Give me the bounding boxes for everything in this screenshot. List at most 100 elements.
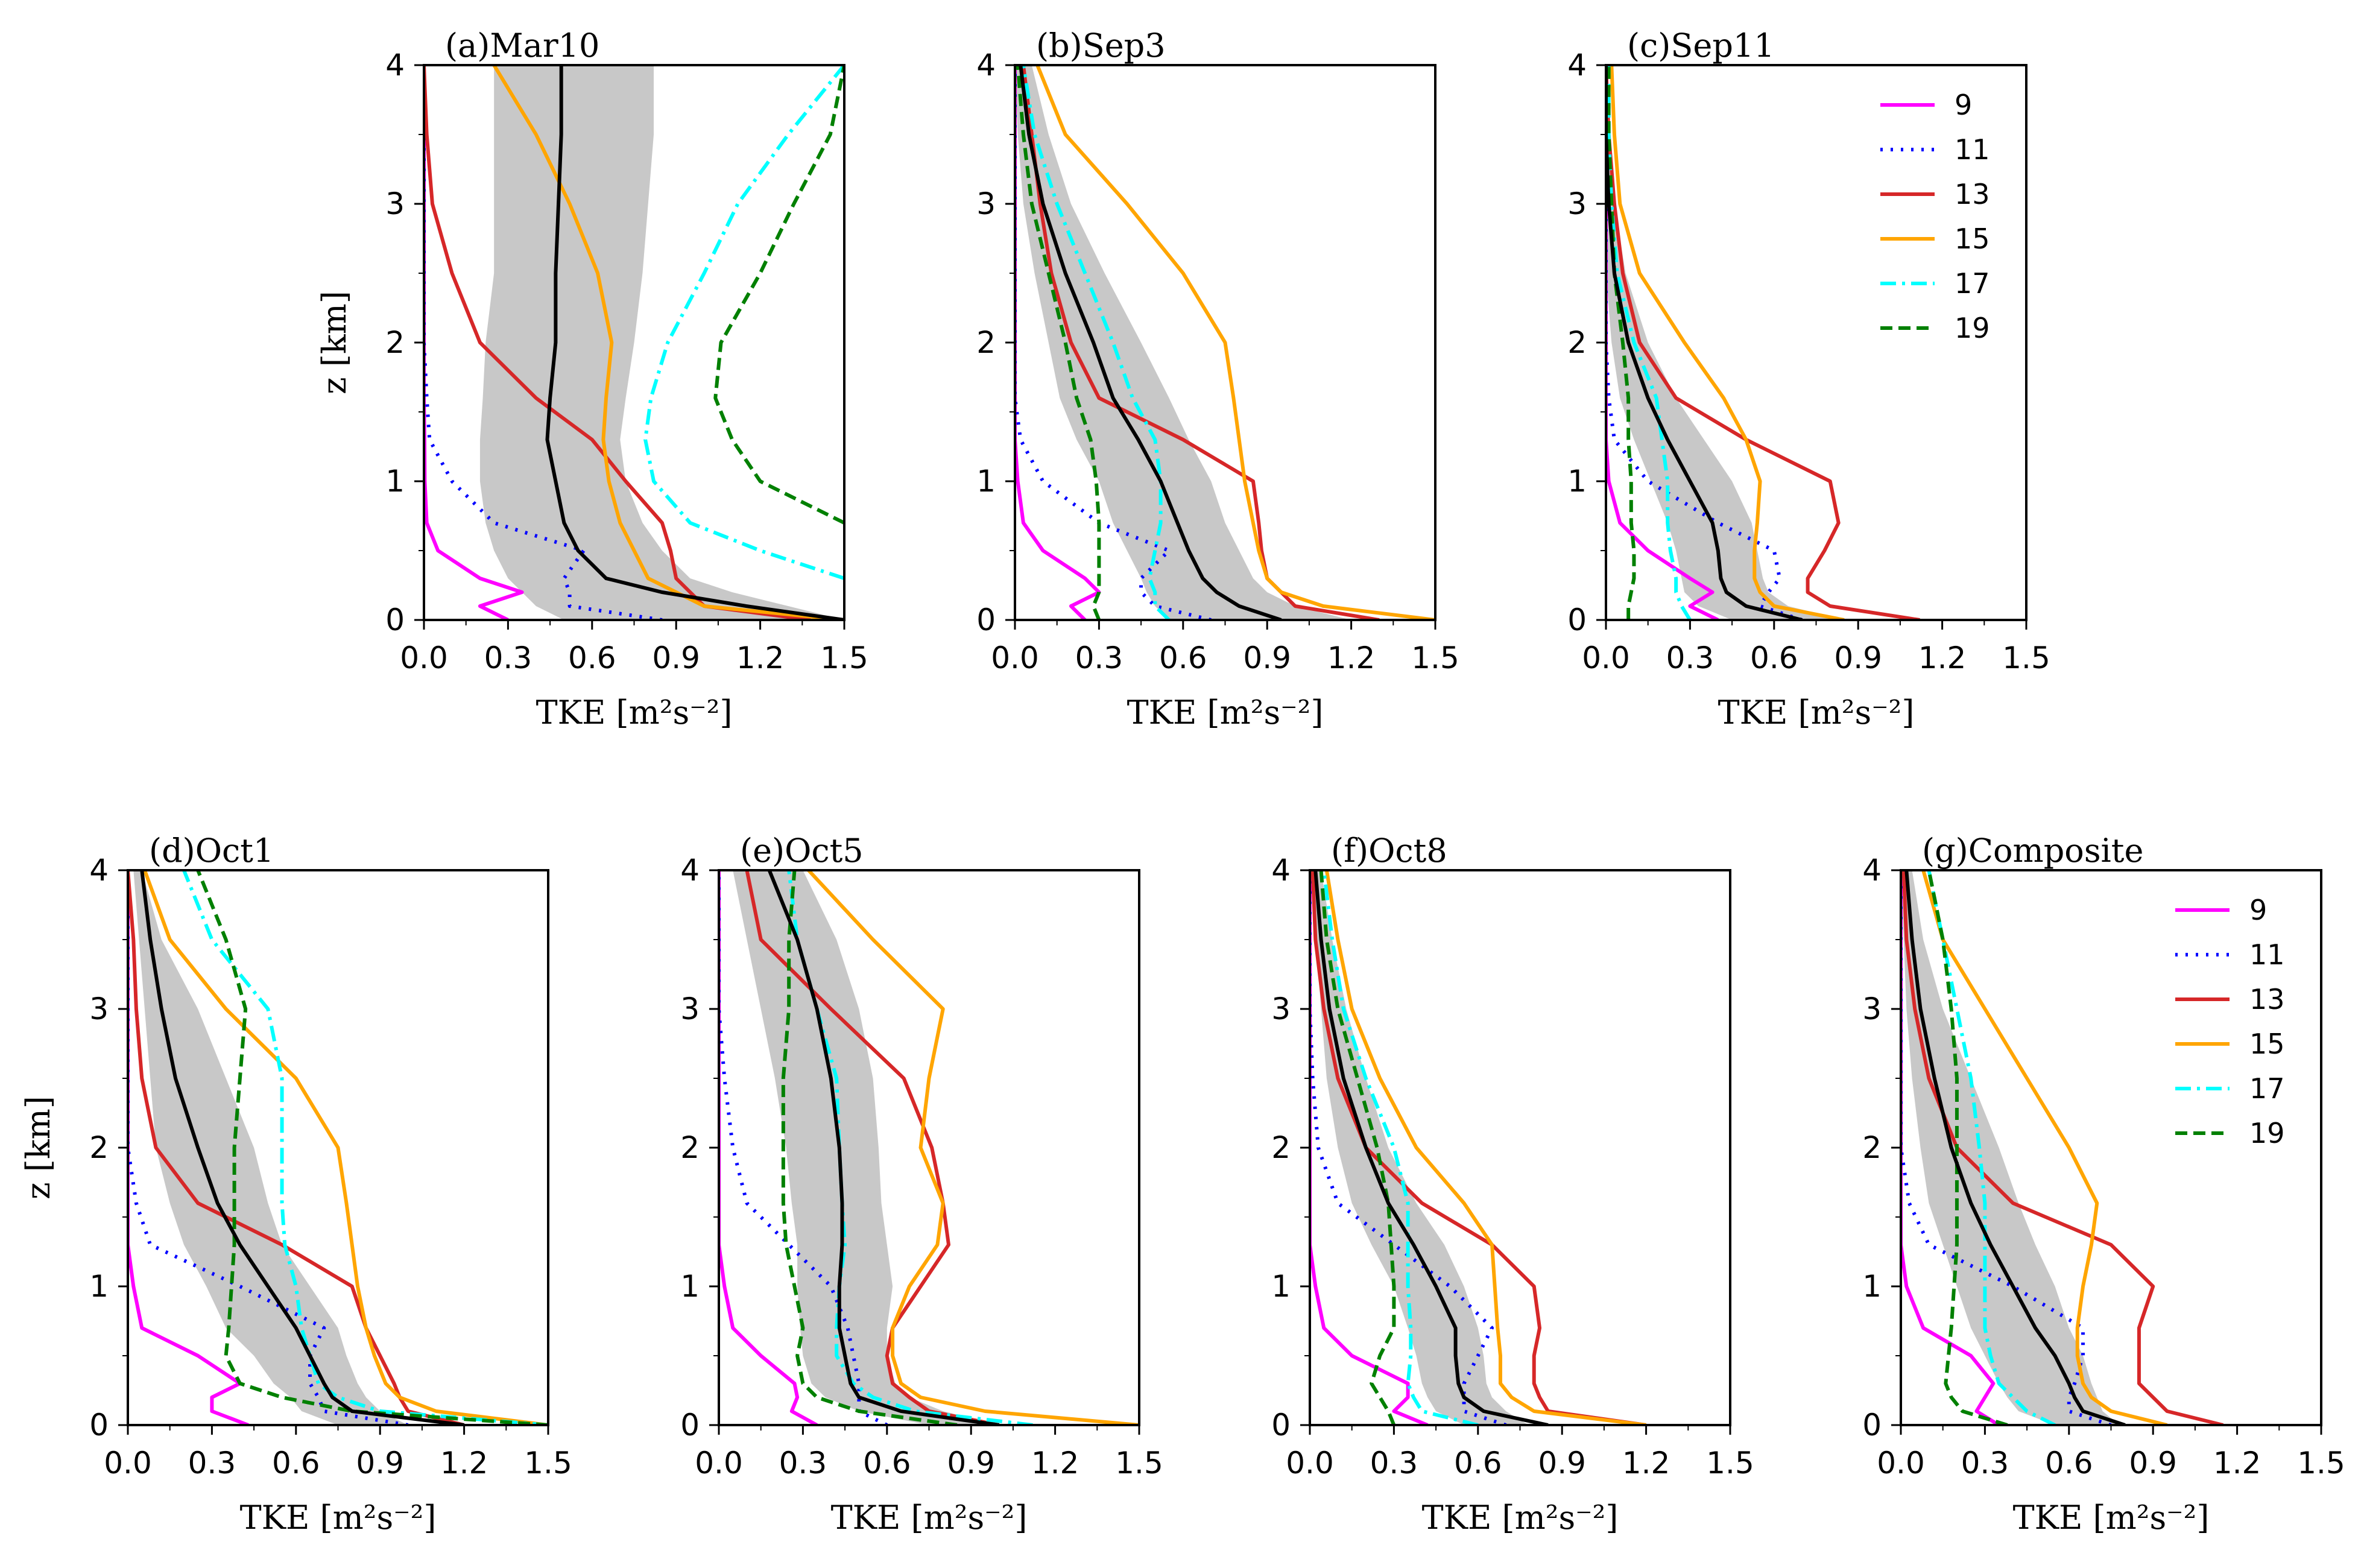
series-line-mean (767, 870, 1000, 1425)
series-line-mean (1019, 65, 1282, 620)
series-line-mean (140, 870, 464, 1425)
x-tick-label: 0.3 (484, 640, 533, 675)
series-line-17 (643, 65, 844, 580)
y-tick-label: 1 (976, 464, 996, 499)
y-tick-label: 3 (680, 991, 700, 1026)
series-line-15 (807, 870, 1139, 1425)
plot-area (424, 65, 844, 620)
series-line-13 (1901, 870, 2224, 1425)
x-tick-label: 0.6 (1750, 640, 1798, 675)
legend-label-17: 17 (2249, 1072, 2285, 1105)
x-tick-label: 0.9 (2129, 1446, 2177, 1481)
spread-band (133, 870, 408, 1425)
y-tick-label: 2 (1271, 1130, 1291, 1165)
x-tick-label: 1.2 (1031, 1446, 1079, 1481)
plot-area (1606, 65, 1920, 620)
y-tick-label: 3 (385, 186, 405, 221)
legend-label-9: 9 (1955, 89, 1972, 121)
x-tick-label: 0.3 (188, 1446, 236, 1481)
series-line-9 (1901, 870, 2000, 1425)
plot-area (1901, 870, 2224, 1425)
x-tick-label: 0.3 (1961, 1446, 2009, 1481)
y-tick-label: 3 (976, 186, 996, 221)
spread-band (733, 870, 999, 1425)
x-tick-label: 1.2 (2213, 1446, 2261, 1481)
y-tick-label: 4 (1271, 853, 1291, 888)
plot-area (1015, 65, 1435, 620)
series-line-19 (713, 65, 844, 525)
series-line-11 (1015, 65, 1212, 620)
spread-band (1015, 65, 1351, 620)
panel-3: 0.0 0.3 0.6 0.9 1.2 1.5 0 1 2 3 4 (c)Sep11 TKE [m²s⁻… (1567, 27, 2050, 732)
legend-label-19: 19 (2249, 1117, 2285, 1149)
x-tick-label: 0.0 (1582, 640, 1630, 675)
series-line-9 (1015, 65, 1101, 620)
y-tick-label: 2 (89, 1130, 109, 1165)
x-tick-label: 0.6 (2045, 1446, 2093, 1481)
series-line-15 (492, 65, 844, 620)
legend-label-17: 17 (1955, 267, 1990, 300)
x-tick-label: 1.2 (1622, 1446, 1670, 1481)
x-tick-label: 0.6 (1159, 640, 1207, 675)
panel-title: (d)Oct1 (149, 832, 274, 870)
y-tick-label: 3 (1271, 991, 1291, 1026)
spread-band (1606, 65, 1844, 620)
panel-4: 0.0 0.3 0.6 0.9 1.2 1.5 0 1 2 3 4 (d)Oct1 TKE [m²s⁻²… (19, 832, 572, 1537)
series-line-15 (1035, 65, 1435, 620)
y-tick-label: 0 (680, 1408, 700, 1443)
legend-label-19: 19 (1955, 312, 1990, 344)
y-tick-label: 0 (89, 1408, 109, 1443)
y-axis-label: z [km] (19, 1096, 57, 1200)
x-tick-label: 0.3 (779, 1446, 827, 1481)
y-tick-label: 2 (680, 1130, 700, 1165)
panel-5: 0.0 0.3 0.6 0.9 1.2 1.5 0 1 2 3 4 (e)Oct5 TKE [m²s⁻²… (680, 832, 1163, 1537)
spread-band (1312, 870, 1529, 1425)
series-line-17 (1607, 65, 1692, 620)
y-tick-label: 3 (1567, 186, 1587, 221)
x-tick-label: 1.2 (1327, 640, 1376, 675)
series-line-15 (1324, 870, 1646, 1425)
y-tick-label: 4 (976, 48, 996, 83)
y-axis-label: z [km] (315, 291, 353, 394)
x-tick-label: 1.5 (1115, 1446, 1163, 1481)
series-line-9 (128, 870, 249, 1425)
y-tick-label: 1 (385, 464, 405, 499)
x-tick-label: 0.0 (991, 640, 1039, 675)
series-line-15 (1921, 870, 2168, 1425)
x-tick-label: 0.0 (400, 640, 448, 675)
x-tick-label: 0.9 (652, 640, 700, 675)
y-tick-label: 0 (1567, 602, 1587, 637)
x-tick-label: 1.5 (2297, 1446, 2345, 1481)
x-axis-label: TKE [m²s⁻²] (1422, 1499, 1619, 1537)
x-tick-label: 0.9 (356, 1446, 404, 1481)
series-line-19 (1927, 870, 2008, 1425)
x-tick-label: 0.6 (863, 1446, 911, 1481)
y-tick-label: 3 (89, 991, 109, 1026)
series-line-mean (1904, 870, 2126, 1425)
y-tick-label: 4 (1862, 853, 1882, 888)
y-tick-label: 2 (385, 325, 405, 360)
series-line-19 (1319, 870, 1396, 1425)
x-tick-label: 1.5 (524, 1446, 572, 1481)
y-tick-label: 1 (680, 1269, 700, 1304)
x-tick-label: 0.0 (1877, 1446, 1925, 1481)
panel-title: (c)Sep11 (1627, 27, 1775, 65)
y-tick-label: 1 (1567, 464, 1587, 499)
panel-title: (a)Mar10 (445, 27, 599, 65)
x-tick-label: 0.0 (695, 1446, 743, 1481)
y-tick-label: 4 (89, 853, 109, 888)
legend-label-15: 15 (2249, 1028, 2285, 1060)
y-tick-label: 0 (1862, 1408, 1882, 1443)
panel-title: (f)Oct8 (1331, 832, 1447, 870)
spread-band (1901, 870, 2120, 1425)
x-tick-label: 0.6 (1454, 1446, 1502, 1481)
panel-6: 0.0 0.3 0.6 0.9 1.2 1.5 0 1 2 3 4 (f)Oct8 TKE [m²s⁻²… (1271, 832, 1754, 1537)
legend-label-15: 15 (1955, 223, 1990, 255)
y-tick-label: 3 (1862, 991, 1882, 1026)
x-tick-label: 0.6 (272, 1446, 320, 1481)
series-line-15 (143, 870, 548, 1425)
x-tick-label: 1.5 (1706, 1446, 1754, 1481)
panel-2: 0.0 0.3 0.6 0.9 1.2 1.5 0 1 2 3 4 (b)Sep3 TKE [m²s⁻²… (976, 27, 1459, 732)
legend-label-13: 13 (1955, 178, 1990, 210)
y-tick-label: 0 (385, 602, 405, 637)
